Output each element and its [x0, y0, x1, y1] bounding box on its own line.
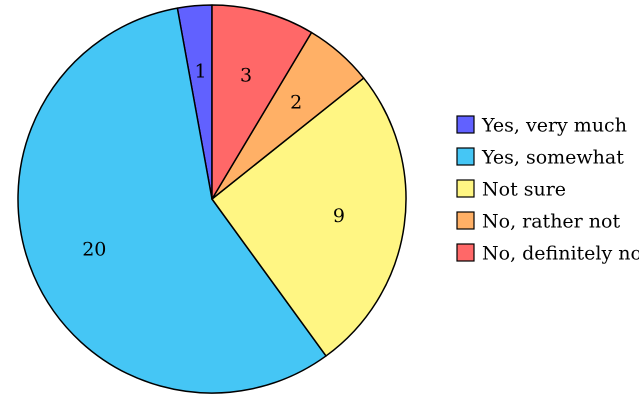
legend-swatch-yes-somewhat [456, 147, 475, 166]
pie-slice-yes-somewhat [17, 7, 327, 394]
pie-slice-value-label: 20 [82, 238, 106, 260]
legend-label-no-rather-not: No, rather not [482, 211, 620, 233]
legend: Yes, very much Yes, somewhat Not sure No, r… [456, 115, 639, 265]
legend-swatch-no-definitely-not [456, 243, 475, 262]
legend-swatch-yes-very-much [456, 115, 475, 134]
pie-slice-value-label: 1 [194, 61, 206, 83]
legend-swatch-not-sure [456, 179, 475, 198]
legend-label-yes-somewhat: Yes, somewhat [481, 147, 624, 169]
pie-slice-value-label: 3 [240, 65, 252, 87]
pie-slice-value-label: 9 [333, 205, 345, 227]
pie-slices [17, 4, 407, 394]
pie-slice-no-definitely-not [211, 4, 313, 200]
legend-label-yes-very-much: Yes, very much [481, 115, 627, 137]
legend-swatch-no-rather-not [456, 211, 475, 230]
pie-slice-value-label: 2 [290, 92, 302, 114]
legend-label-no-definitely-not: No, definitely not [482, 243, 639, 265]
legend-label-not-sure: Not sure [482, 179, 566, 201]
pie-slice-labels: 1 20 9 2 3 [82, 61, 345, 261]
pie-slice-not-sure [211, 77, 407, 357]
